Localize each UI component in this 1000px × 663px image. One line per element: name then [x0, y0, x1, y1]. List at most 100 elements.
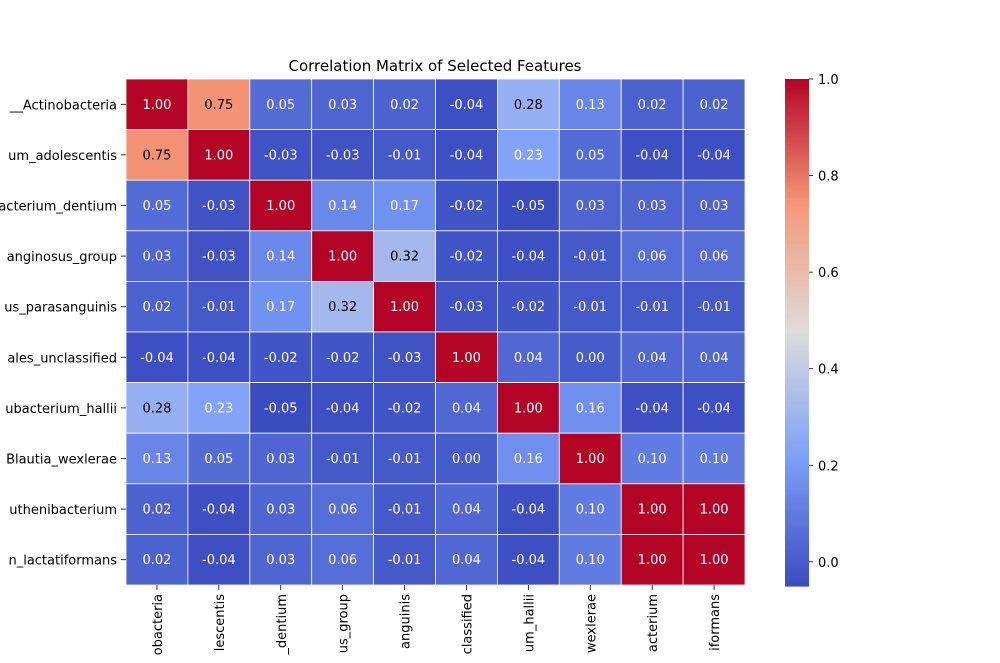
column-labels: obacteria lescentis _dentium us_group anguin… [151, 585, 723, 656]
cell-value-label: 0.00 [452, 452, 481, 467]
cell-value-label: 0.04 [700, 351, 729, 366]
colorbar-segment [785, 215, 809, 220]
colorbar-segment [785, 461, 809, 465]
heatmap-cell [620, 382, 684, 434]
colorbar-segment [785, 111, 809, 116]
colorbar-segment [785, 200, 809, 204]
colorbar-segment [785, 299, 809, 303]
heatmap-cell [496, 432, 560, 485]
colorbar-segment [785, 545, 809, 549]
colorbar-segment [785, 170, 809, 174]
cell-value-label: 0.23 [514, 148, 543, 163]
colorbar-segment [785, 193, 809, 197]
colorbar-segment [785, 258, 809, 263]
colorbar-segment [785, 162, 809, 166]
colorbar-segment [785, 190, 809, 194]
cell-value-label: 0.04 [452, 401, 481, 416]
colorbar-segment [785, 378, 809, 382]
heatmap-cell [620, 483, 684, 535]
colorbar-segment [785, 251, 809, 255]
heatmap-cell [682, 483, 746, 535]
colorbar-segment [785, 451, 809, 455]
colorbar-segment [785, 266, 809, 270]
cell-value-label: 1.00 [390, 300, 419, 315]
colorbar-segment [785, 291, 809, 296]
heatmap-cells: 1.00 0.75 0.05 0.03 0.02 -0.04 0.28 0.13 0.02 0.0… [125, 78, 746, 586]
cell-value-label: -0.03 [264, 148, 298, 163]
colorbar-segment [785, 469, 809, 473]
cell-value-label: 0.16 [576, 401, 605, 416]
column-tick-label: um_hallii [522, 594, 537, 652]
colorbar-segment [785, 205, 809, 209]
cell-value-label: 0.75 [204, 98, 233, 113]
colorbar-segment [785, 329, 809, 334]
cell-value-label: -0.03 [202, 199, 236, 214]
colorbar-segment [785, 476, 809, 481]
cell-value-label: -0.01 [388, 148, 422, 163]
cell-value-label: -0.01 [573, 300, 607, 315]
colorbar-segment [785, 281, 809, 285]
colorbar-segment [785, 271, 809, 275]
colorbar-segment [785, 365, 809, 369]
heatmap-cell [620, 331, 684, 383]
heatmap-cell [125, 179, 189, 232]
heatmap-cell [435, 382, 498, 434]
heatmap-cell [496, 129, 560, 181]
colorbar-segment [785, 137, 809, 141]
colorbar-segment [785, 337, 809, 341]
cell-value-label: -0.04 [202, 503, 236, 518]
cell-value-label: 0.05 [142, 199, 171, 214]
heatmap-cell [620, 432, 684, 485]
colorbar-segment [785, 332, 809, 336]
colorbar-segment [785, 550, 809, 554]
row-tick-label: ubacterium_hallii [5, 402, 117, 417]
colorbar-segment [785, 134, 809, 138]
cell-value-label: 1.00 [266, 199, 295, 214]
colorbar-segment [785, 573, 809, 577]
colorbar-segment [785, 411, 809, 415]
colorbar-segment [785, 563, 809, 567]
cell-value-label: 0.75 [142, 148, 171, 163]
colorbar-segment [785, 241, 809, 245]
colorbar-segment [785, 297, 809, 301]
cell-value-label: 0.03 [266, 452, 295, 467]
colorbar-segment [785, 474, 809, 478]
heatmap-cell [249, 432, 313, 485]
colorbar-segment [785, 220, 809, 225]
colorbar-segment [785, 289, 809, 293]
cell-value-label: -0.01 [388, 553, 422, 568]
column-tick-label: iformans [708, 594, 723, 651]
cell-value-label: 1.00 [452, 351, 481, 366]
cell-value-label: 0.17 [390, 199, 419, 214]
heatmap-cell [311, 432, 375, 485]
colorbar: 0.0 0.2 0.4 0.6 0.8 1.0 [785, 73, 839, 587]
cell-value-label: 0.06 [638, 250, 667, 265]
colorbar-segment [785, 117, 809, 121]
cell-value-label: -0.02 [512, 300, 546, 315]
colorbar-segment [785, 101, 809, 105]
colorbar-segment [785, 558, 809, 562]
colorbar-segment [785, 203, 809, 207]
cell-value-label: -0.01 [573, 250, 607, 265]
cell-value-label: 0.03 [266, 553, 295, 568]
cell-value-label: -0.04 [450, 148, 484, 163]
colorbar-segment [785, 383, 809, 387]
colorbar-segment [785, 142, 809, 146]
colorbar-segment [785, 94, 809, 98]
colorbar-segment [785, 114, 809, 118]
colorbar-segment [785, 408, 809, 412]
heatmap-cell [435, 534, 498, 586]
colorbar-segment [785, 294, 809, 298]
cell-value-label: -0.02 [450, 250, 484, 265]
colorbar-segment [785, 238, 809, 242]
heatmap-cell [187, 483, 251, 535]
colorbar-segment [785, 380, 809, 384]
heatmap-cell [496, 483, 560, 535]
colorbar-segment [785, 542, 809, 547]
colorbar-segment [785, 236, 809, 240]
row-tick-label: us_parasanguinis [4, 301, 117, 316]
colorbar-segment [785, 246, 809, 250]
heatmap-cell [249, 483, 313, 535]
row-tick-label: acterium_dentium [0, 200, 117, 215]
